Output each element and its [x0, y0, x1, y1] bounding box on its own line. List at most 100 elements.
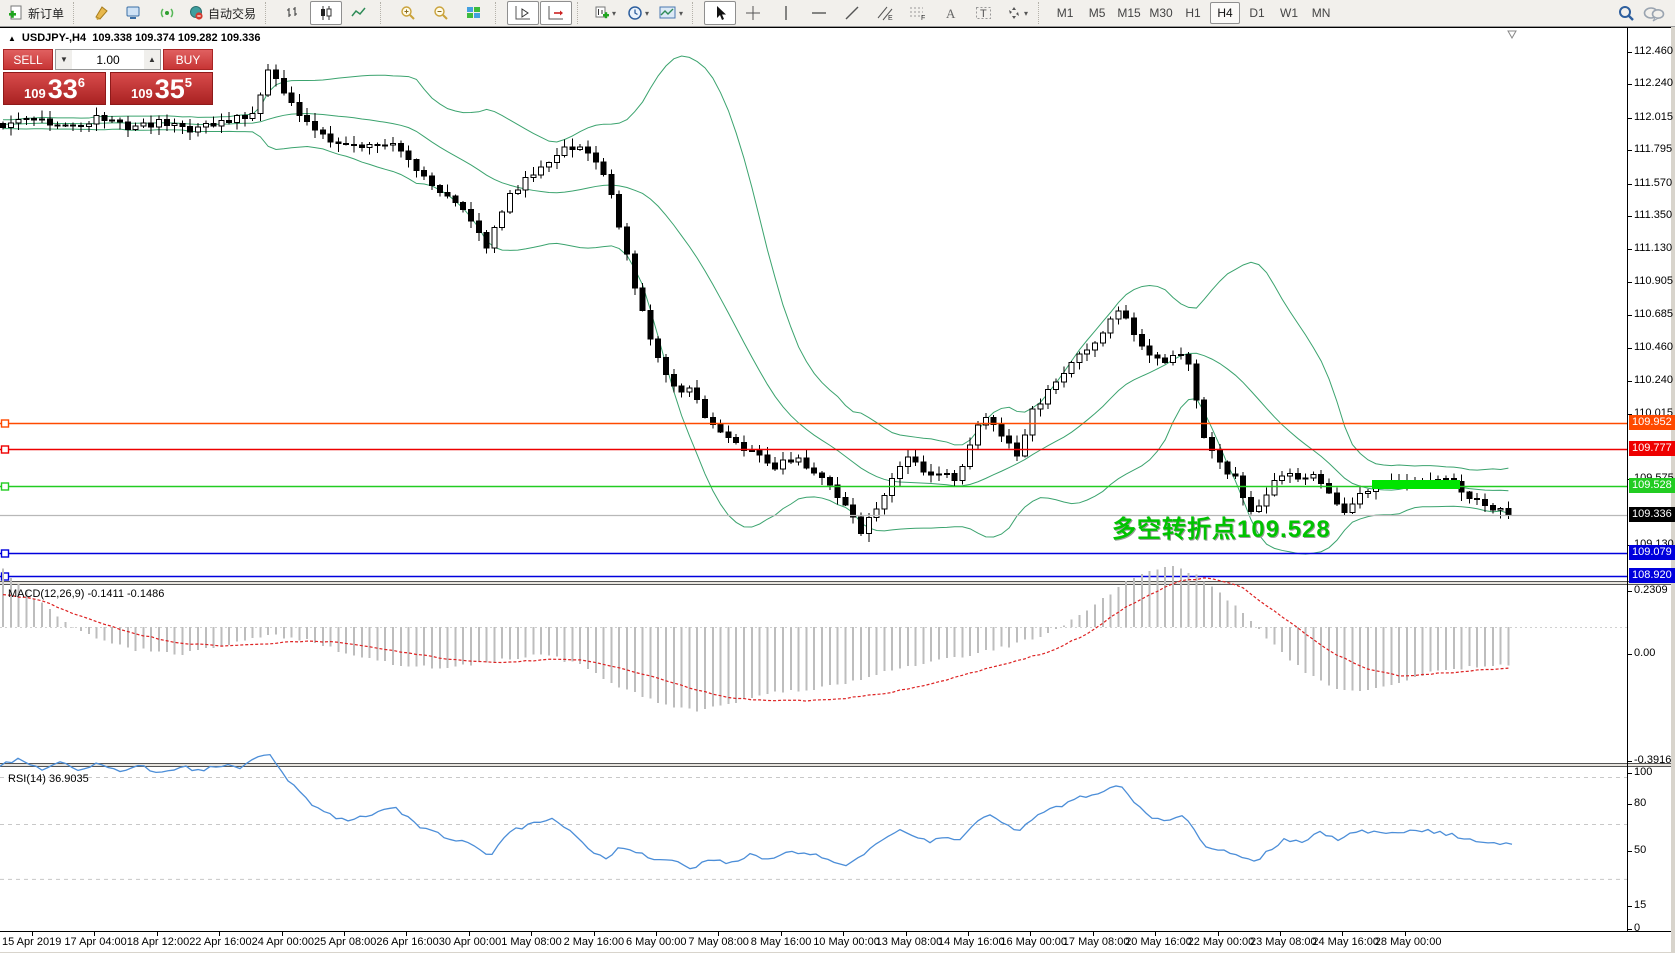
sell-price-box[interactable]: 109 33 6	[3, 72, 106, 105]
sell-price-sup: 6	[77, 75, 85, 90]
price-axis-tick	[1627, 348, 1632, 349]
new-order-icon	[9, 5, 22, 20]
timeframe-button-m1[interactable]: M1	[1056, 6, 1074, 20]
date-tick	[968, 932, 969, 936]
timeframe-button-h1[interactable]: H1	[1185, 6, 1201, 20]
date-label: 26 Apr 16:00	[376, 936, 439, 948]
date-label: 20 May 16:00	[1125, 936, 1192, 948]
signals-button[interactable]	[151, 1, 183, 25]
chart-shift-icon	[548, 6, 564, 20]
autoscroll-button[interactable]	[507, 1, 540, 25]
macd-pane[interactable]	[0, 558, 1627, 736]
candlestick-chart-button[interactable]	[310, 1, 343, 25]
timeframe-button-mn[interactable]: MN	[1311, 6, 1331, 20]
date-tick	[32, 932, 33, 936]
crosshair-tool-button[interactable]	[737, 1, 769, 25]
period-button[interactable]: ▾	[622, 1, 654, 25]
rsi-axis-tick	[1627, 929, 1632, 930]
timeframe-button-m30[interactable]: M30	[1149, 6, 1173, 20]
volume-input[interactable]	[72, 50, 144, 69]
sell-price-big: 33	[47, 74, 78, 104]
template-button[interactable]: ▾	[655, 1, 687, 25]
fibonacci-tool-button[interactable]: F	[902, 1, 934, 25]
buy-button[interactable]: BUY	[163, 49, 213, 70]
date-label: 1 May 08:00	[501, 936, 562, 948]
text-tool-button[interactable]: A	[935, 1, 967, 25]
rectangle-object[interactable]	[1372, 480, 1460, 489]
text-label-tool-button[interactable]: T	[968, 1, 1000, 25]
price-axis-label: 110.460	[1634, 341, 1673, 353]
arrows-tool-button[interactable]: ▾	[1001, 1, 1033, 25]
tile-windows-button[interactable]	[458, 1, 490, 25]
new-chart-button[interactable]: ▾	[589, 1, 621, 25]
volume-up-button[interactable]: ▲	[144, 50, 160, 69]
date-label: 24 Apr 00:00	[251, 936, 314, 948]
toolbar-separator	[1038, 2, 1046, 24]
fibonacci-icon: F	[910, 7, 925, 21]
bar-chart-button[interactable]	[277, 1, 309, 25]
hline-handle[interactable]	[0, 572, 10, 581]
highlighter-icon	[95, 6, 108, 20]
buy-price-box[interactable]: 109 35 5	[110, 72, 213, 105]
price-axis-tick	[1627, 381, 1632, 382]
price-axis-tick	[1627, 84, 1632, 85]
price-axis-tick	[1627, 184, 1632, 185]
price-badge-109.336: 109.336	[1629, 507, 1675, 522]
hline-handle[interactable]	[0, 445, 10, 454]
sell-button[interactable]: SELL	[3, 49, 53, 70]
cursor-tool-button[interactable]	[704, 1, 737, 25]
highlighter-button[interactable]	[85, 1, 117, 25]
chart-shift-button[interactable]	[540, 1, 573, 25]
new-order-button[interactable]: 新订单	[4, 1, 68, 25]
timeframe-button-m5[interactable]: M5	[1088, 6, 1106, 20]
zoom-in-button[interactable]	[392, 1, 424, 25]
hline-handle[interactable]	[0, 482, 10, 491]
profiles-button[interactable]	[118, 1, 150, 25]
price-axis-label: 110.685	[1634, 308, 1673, 320]
buy-price-sup: 5	[184, 75, 192, 90]
trendline-tool-button[interactable]	[836, 1, 868, 25]
pane-splitter[interactable]	[0, 763, 1671, 767]
chat-icon[interactable]	[1643, 5, 1665, 22]
date-tick	[843, 932, 845, 936]
equidistant-channel-tool-button[interactable]: E	[869, 1, 901, 25]
toolbar-separator	[692, 2, 700, 24]
vertical-line-tool-button[interactable]	[770, 1, 802, 25]
hline-handle[interactable]	[0, 549, 10, 558]
search-icon[interactable]	[1618, 5, 1635, 22]
period-clock-icon	[628, 6, 642, 20]
timeframe-button-d1[interactable]: D1	[1249, 6, 1265, 20]
date-tick	[1280, 932, 1281, 936]
pane-splitter[interactable]	[0, 581, 1671, 585]
chart-symbol-period: USDJPY-,H4	[21, 32, 87, 44]
price-badge-109.952: 109.952	[1629, 415, 1675, 430]
timeframe-button-h4[interactable]: H4	[1210, 2, 1241, 24]
macd-axis-tick	[1627, 591, 1632, 592]
rsi-pane[interactable]	[0, 740, 1627, 904]
price-axis-label: 110.240	[1634, 374, 1673, 386]
price-axis-tick	[1627, 150, 1632, 151]
price-axis-label: 111.570	[1634, 177, 1673, 189]
price-axis-label: 111.795	[1634, 143, 1673, 155]
toolbar-separator	[577, 2, 585, 24]
collapse-triangle-icon[interactable]: ▲	[8, 34, 16, 43]
dropdown-caret-icon: ▾	[679, 8, 684, 18]
chart-title: ▲ USDJPY-,H4 109.338 109.374 109.282 109.…	[8, 32, 260, 44]
hline-handle[interactable]	[0, 419, 10, 428]
date-axis[interactable]: 15 Apr 2019 17 Apr 04:00 18 Apr 12:00 22 Ap…	[0, 931, 1671, 952]
zoom-out-button[interactable]	[425, 1, 457, 25]
horizontal-line-tool-button[interactable]	[803, 1, 835, 25]
trendline-icon	[845, 6, 859, 20]
date-label: 18 Apr 12:00	[126, 936, 190, 948]
autotrade-button[interactable]: 自动交易	[184, 1, 260, 25]
candlestick-chart-icon	[321, 6, 332, 20]
price-chart-pane[interactable]	[0, 28, 1627, 581]
timeframe-button-w1[interactable]: W1	[1280, 6, 1299, 20]
date-tick	[468, 932, 470, 936]
volume-down-button[interactable]: ▼	[56, 50, 72, 69]
timeframe-button-m15[interactable]: M15	[1117, 6, 1141, 20]
line-chart-button[interactable]	[343, 1, 375, 25]
date-label: 23 May 08:00	[1250, 936, 1317, 948]
price-axis-tick	[1627, 414, 1632, 415]
